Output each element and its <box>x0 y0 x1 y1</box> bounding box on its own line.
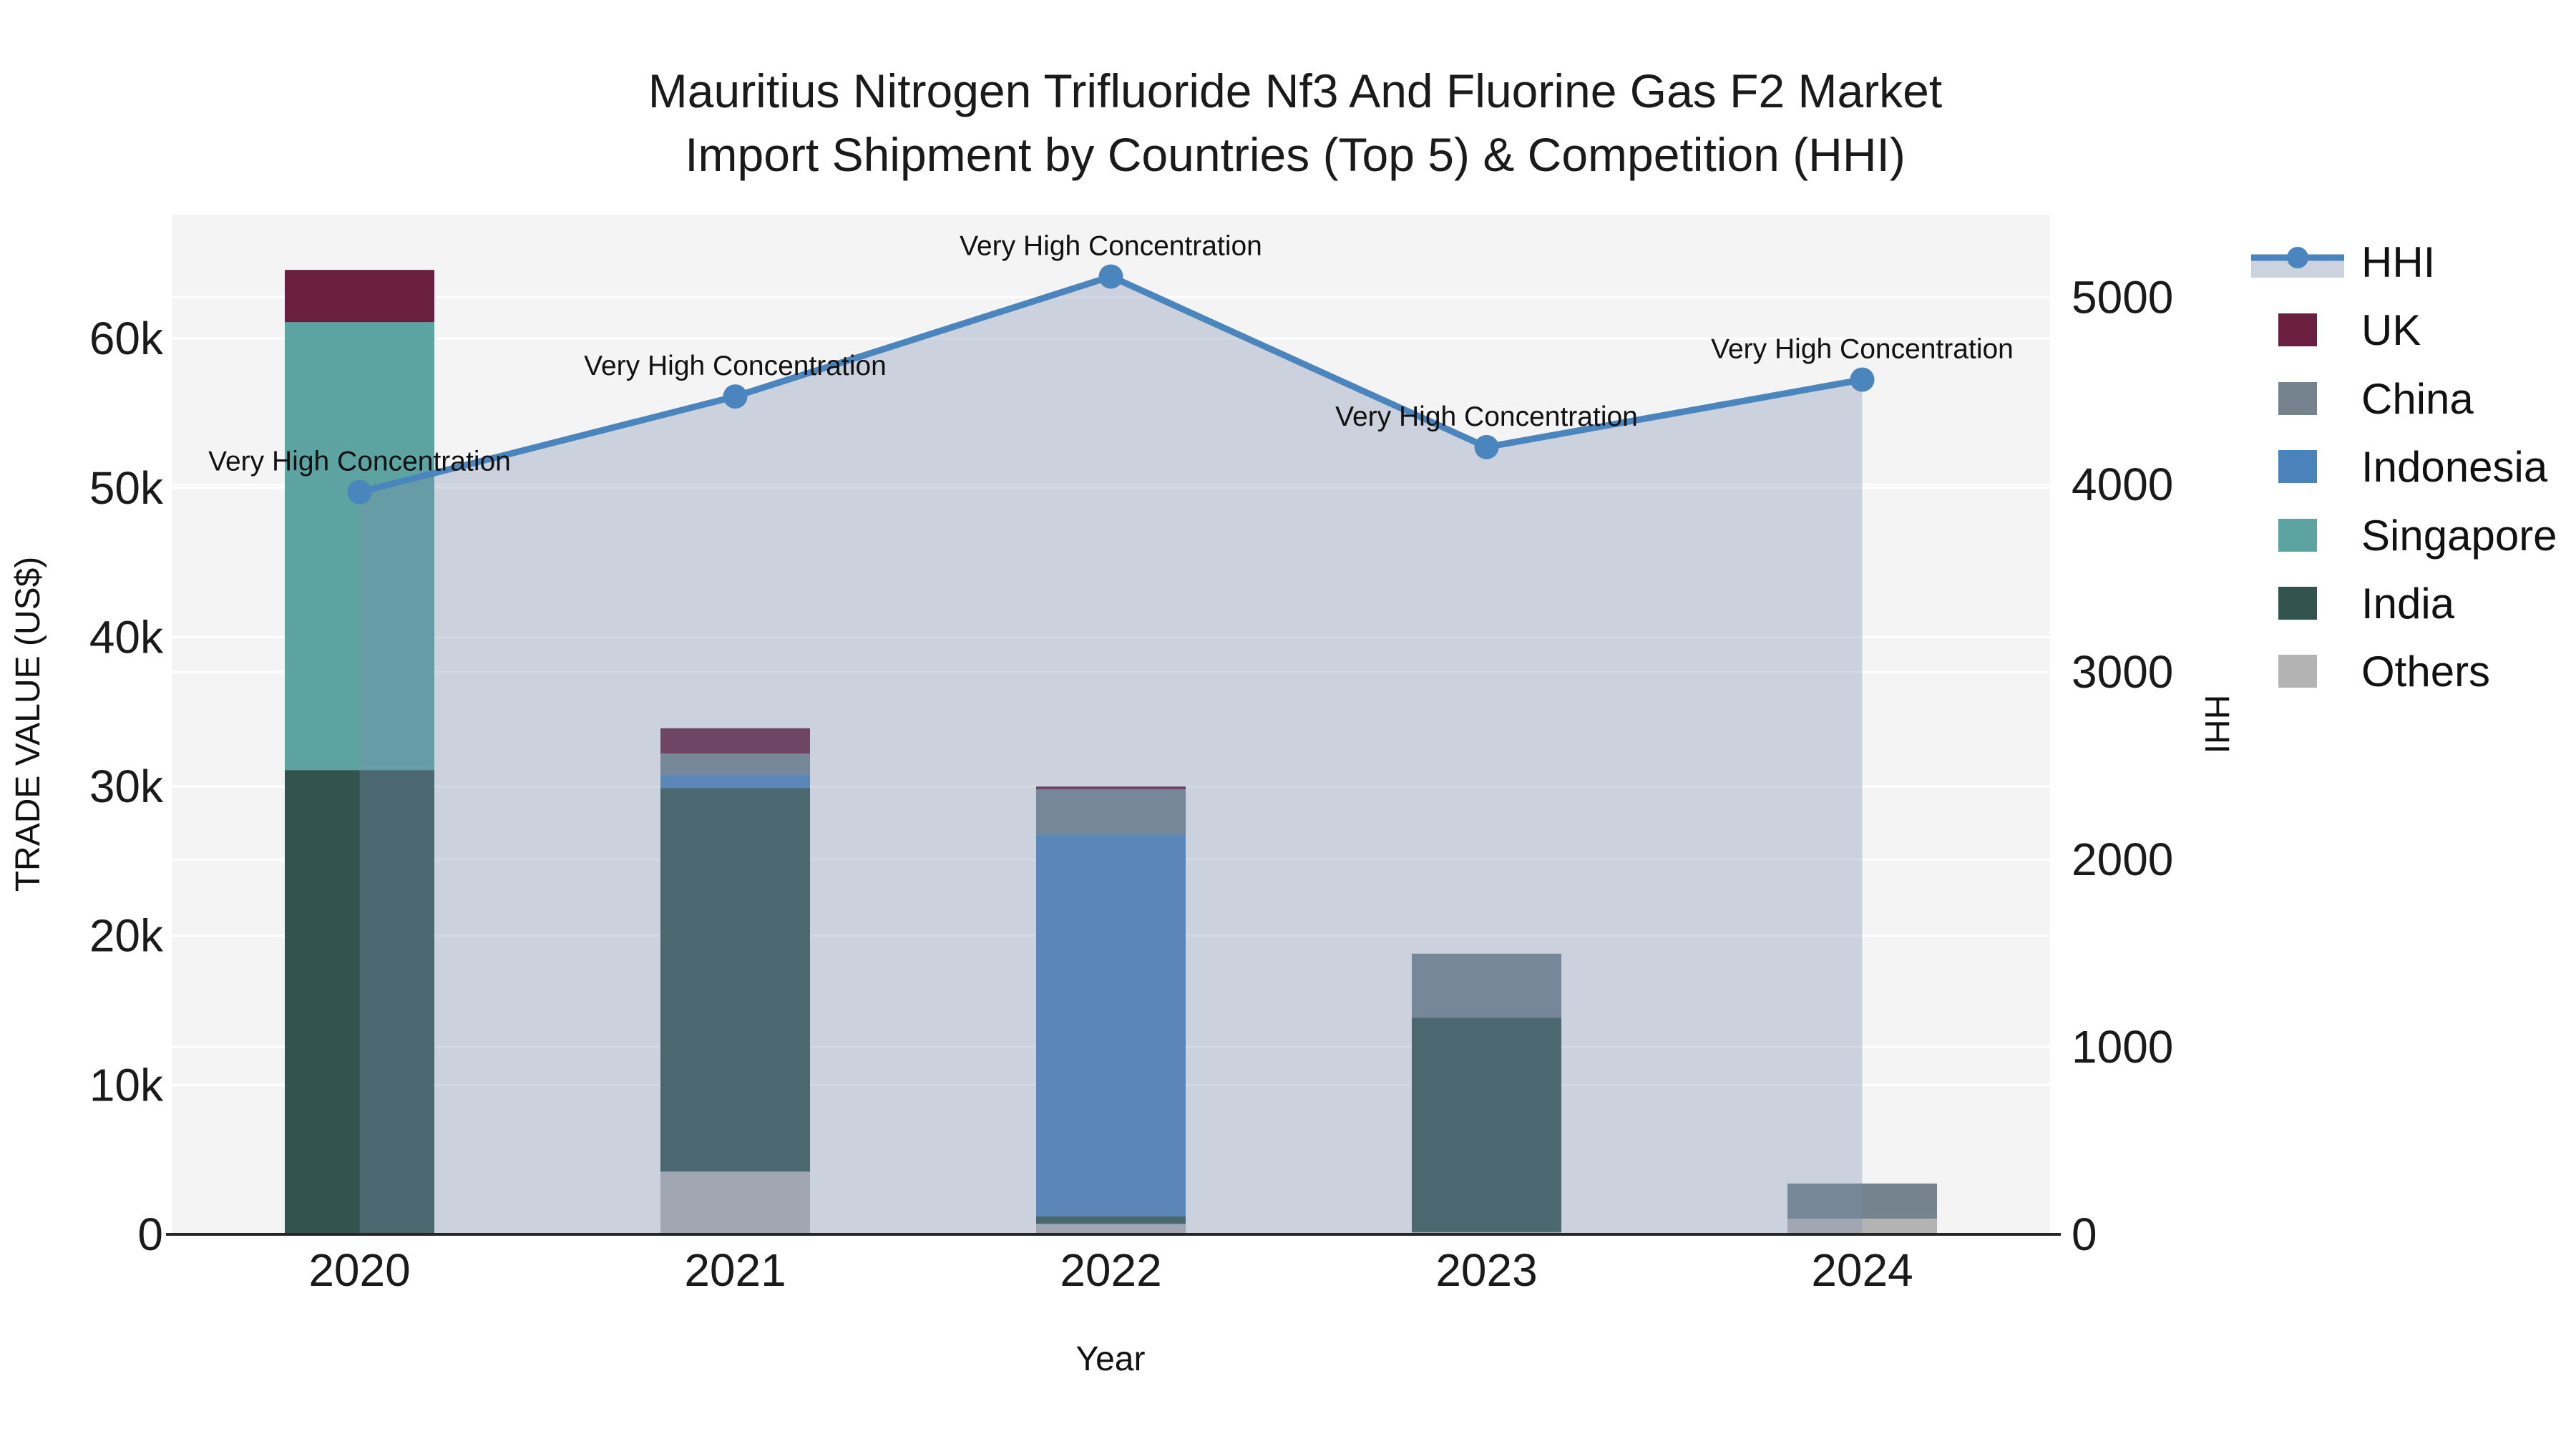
legend-label-hhi: HHI <box>2361 238 2435 286</box>
legend-label-india: India <box>2361 580 2455 628</box>
legend-item-uk[interactable]: UK <box>2278 306 2421 354</box>
legend-item-china[interactable]: China <box>2278 375 2474 423</box>
bar-segment-uk-2022[interactable] <box>1036 786 1186 790</box>
bar-segment-china-2023[interactable] <box>1412 953 1561 1018</box>
bar-segment-india-2023[interactable] <box>1412 1018 1561 1232</box>
y-right-tick-label-2000: 2000 <box>2072 834 2173 885</box>
annotation-2024: Very High Concentration <box>1711 334 2014 365</box>
annotation-2022: Very High Concentration <box>960 230 1262 261</box>
y-left-tick-label-20k: 20k <box>89 910 164 962</box>
legend-item-india[interactable]: India <box>2278 580 2455 628</box>
chart-title-line1: Mauritius Nitrogen Trifluoride Nf3 And F… <box>648 64 1942 117</box>
bar-segment-indonesia-2022[interactable] <box>1036 834 1186 1216</box>
y-right-axis-title: HHI <box>2197 695 2235 754</box>
china-swatch <box>2278 382 2317 415</box>
y-left-tick-label-50k: 50k <box>89 462 164 514</box>
legend-label-china: China <box>2361 375 2474 423</box>
hhi-marker-2022[interactable] <box>1098 264 1123 289</box>
legend-label-uk: UK <box>2361 306 2421 354</box>
legend-item-hhi[interactable]: HHI <box>2251 238 2435 286</box>
bar-segment-india-2020[interactable] <box>285 770 434 1234</box>
legend-label-singapore: Singapore <box>2361 512 2557 560</box>
bar-segment-others-2021[interactable] <box>660 1171 810 1234</box>
bar-segment-uk-2021[interactable] <box>660 728 810 754</box>
y-left-axis-title: TRADE VALUE (US$) <box>9 557 47 892</box>
chart-title-line2: Import Shipment by Countries (Top 5) & C… <box>685 128 1906 181</box>
x-tick-label-2021: 2021 <box>684 1244 786 1296</box>
hhi-marker-2024[interactable] <box>1850 367 1875 392</box>
india-swatch <box>2278 587 2317 620</box>
bar-segment-singapore-2020[interactable] <box>285 322 434 771</box>
hhi-marker-swatch <box>2287 247 2308 268</box>
bar-segment-china-2022[interactable] <box>1036 789 1186 834</box>
y-right-tick-label-3000: 3000 <box>2072 646 2173 698</box>
y-right-tick-label-4000: 4000 <box>2072 459 2173 510</box>
hhi-marker-2020[interactable] <box>347 479 372 504</box>
annotation-2020: Very High Concentration <box>208 447 511 477</box>
hhi-marker-2021[interactable] <box>723 384 748 409</box>
bar-segment-others-2024[interactable] <box>1787 1219 1937 1234</box>
others-swatch <box>2278 655 2317 688</box>
bar-segment-india-2022[interactable] <box>1036 1216 1186 1224</box>
annotation-2021: Very High Concentration <box>584 351 887 381</box>
legend-label-indonesia: Indonesia <box>2361 443 2548 491</box>
x-tick-label-2022: 2022 <box>1060 1244 1161 1296</box>
hhi-area <box>359 276 1863 1235</box>
bar-segment-others-2022[interactable] <box>1036 1224 1186 1234</box>
indonesia-swatch <box>2278 450 2317 483</box>
bar-segment-china-2024[interactable] <box>1787 1184 1937 1219</box>
x-axis-title: Year <box>1076 1340 1146 1378</box>
bar-segment-indonesia-2021[interactable] <box>660 774 810 789</box>
singapore-swatch <box>2278 519 2317 552</box>
legend-item-singapore[interactable]: Singapore <box>2278 512 2557 560</box>
bar-segment-india-2021[interactable] <box>660 788 810 1172</box>
y-left-tick-label-60k: 60k <box>89 313 164 364</box>
y-right-tick-label-0: 0 <box>2072 1209 2097 1260</box>
plot-layer: Very High Concentration Very High Concent… <box>89 215 2173 1296</box>
legend: HHI UK China Indonesia Singapore India <box>2251 238 2557 696</box>
y-left-tick-label-10k: 10k <box>89 1059 164 1111</box>
bar-segment-uk-2020[interactable] <box>285 270 434 323</box>
y-left-tick-label-0: 0 <box>137 1209 163 1260</box>
x-tick-label-2023: 2023 <box>1435 1244 1537 1296</box>
y-right-tick-label-1000: 1000 <box>2072 1021 2173 1073</box>
uk-swatch <box>2278 313 2317 346</box>
y-right-tick-label-5000: 5000 <box>2072 271 2173 323</box>
legend-label-others: Others <box>2361 648 2490 696</box>
x-tick-label-2020: 2020 <box>308 1244 410 1296</box>
y-left-tick-label-30k: 30k <box>89 761 164 812</box>
bar-segment-china-2021[interactable] <box>660 753 810 775</box>
y-left-tick-label-40k: 40k <box>89 611 164 663</box>
annotation-2023: Very High Concentration <box>1335 401 1638 432</box>
legend-item-others[interactable]: Others <box>2278 648 2490 696</box>
x-tick-label-2024: 2024 <box>1811 1244 1913 1296</box>
hhi-marker-2023[interactable] <box>1474 434 1499 459</box>
legend-item-indonesia[interactable]: Indonesia <box>2278 443 2548 491</box>
